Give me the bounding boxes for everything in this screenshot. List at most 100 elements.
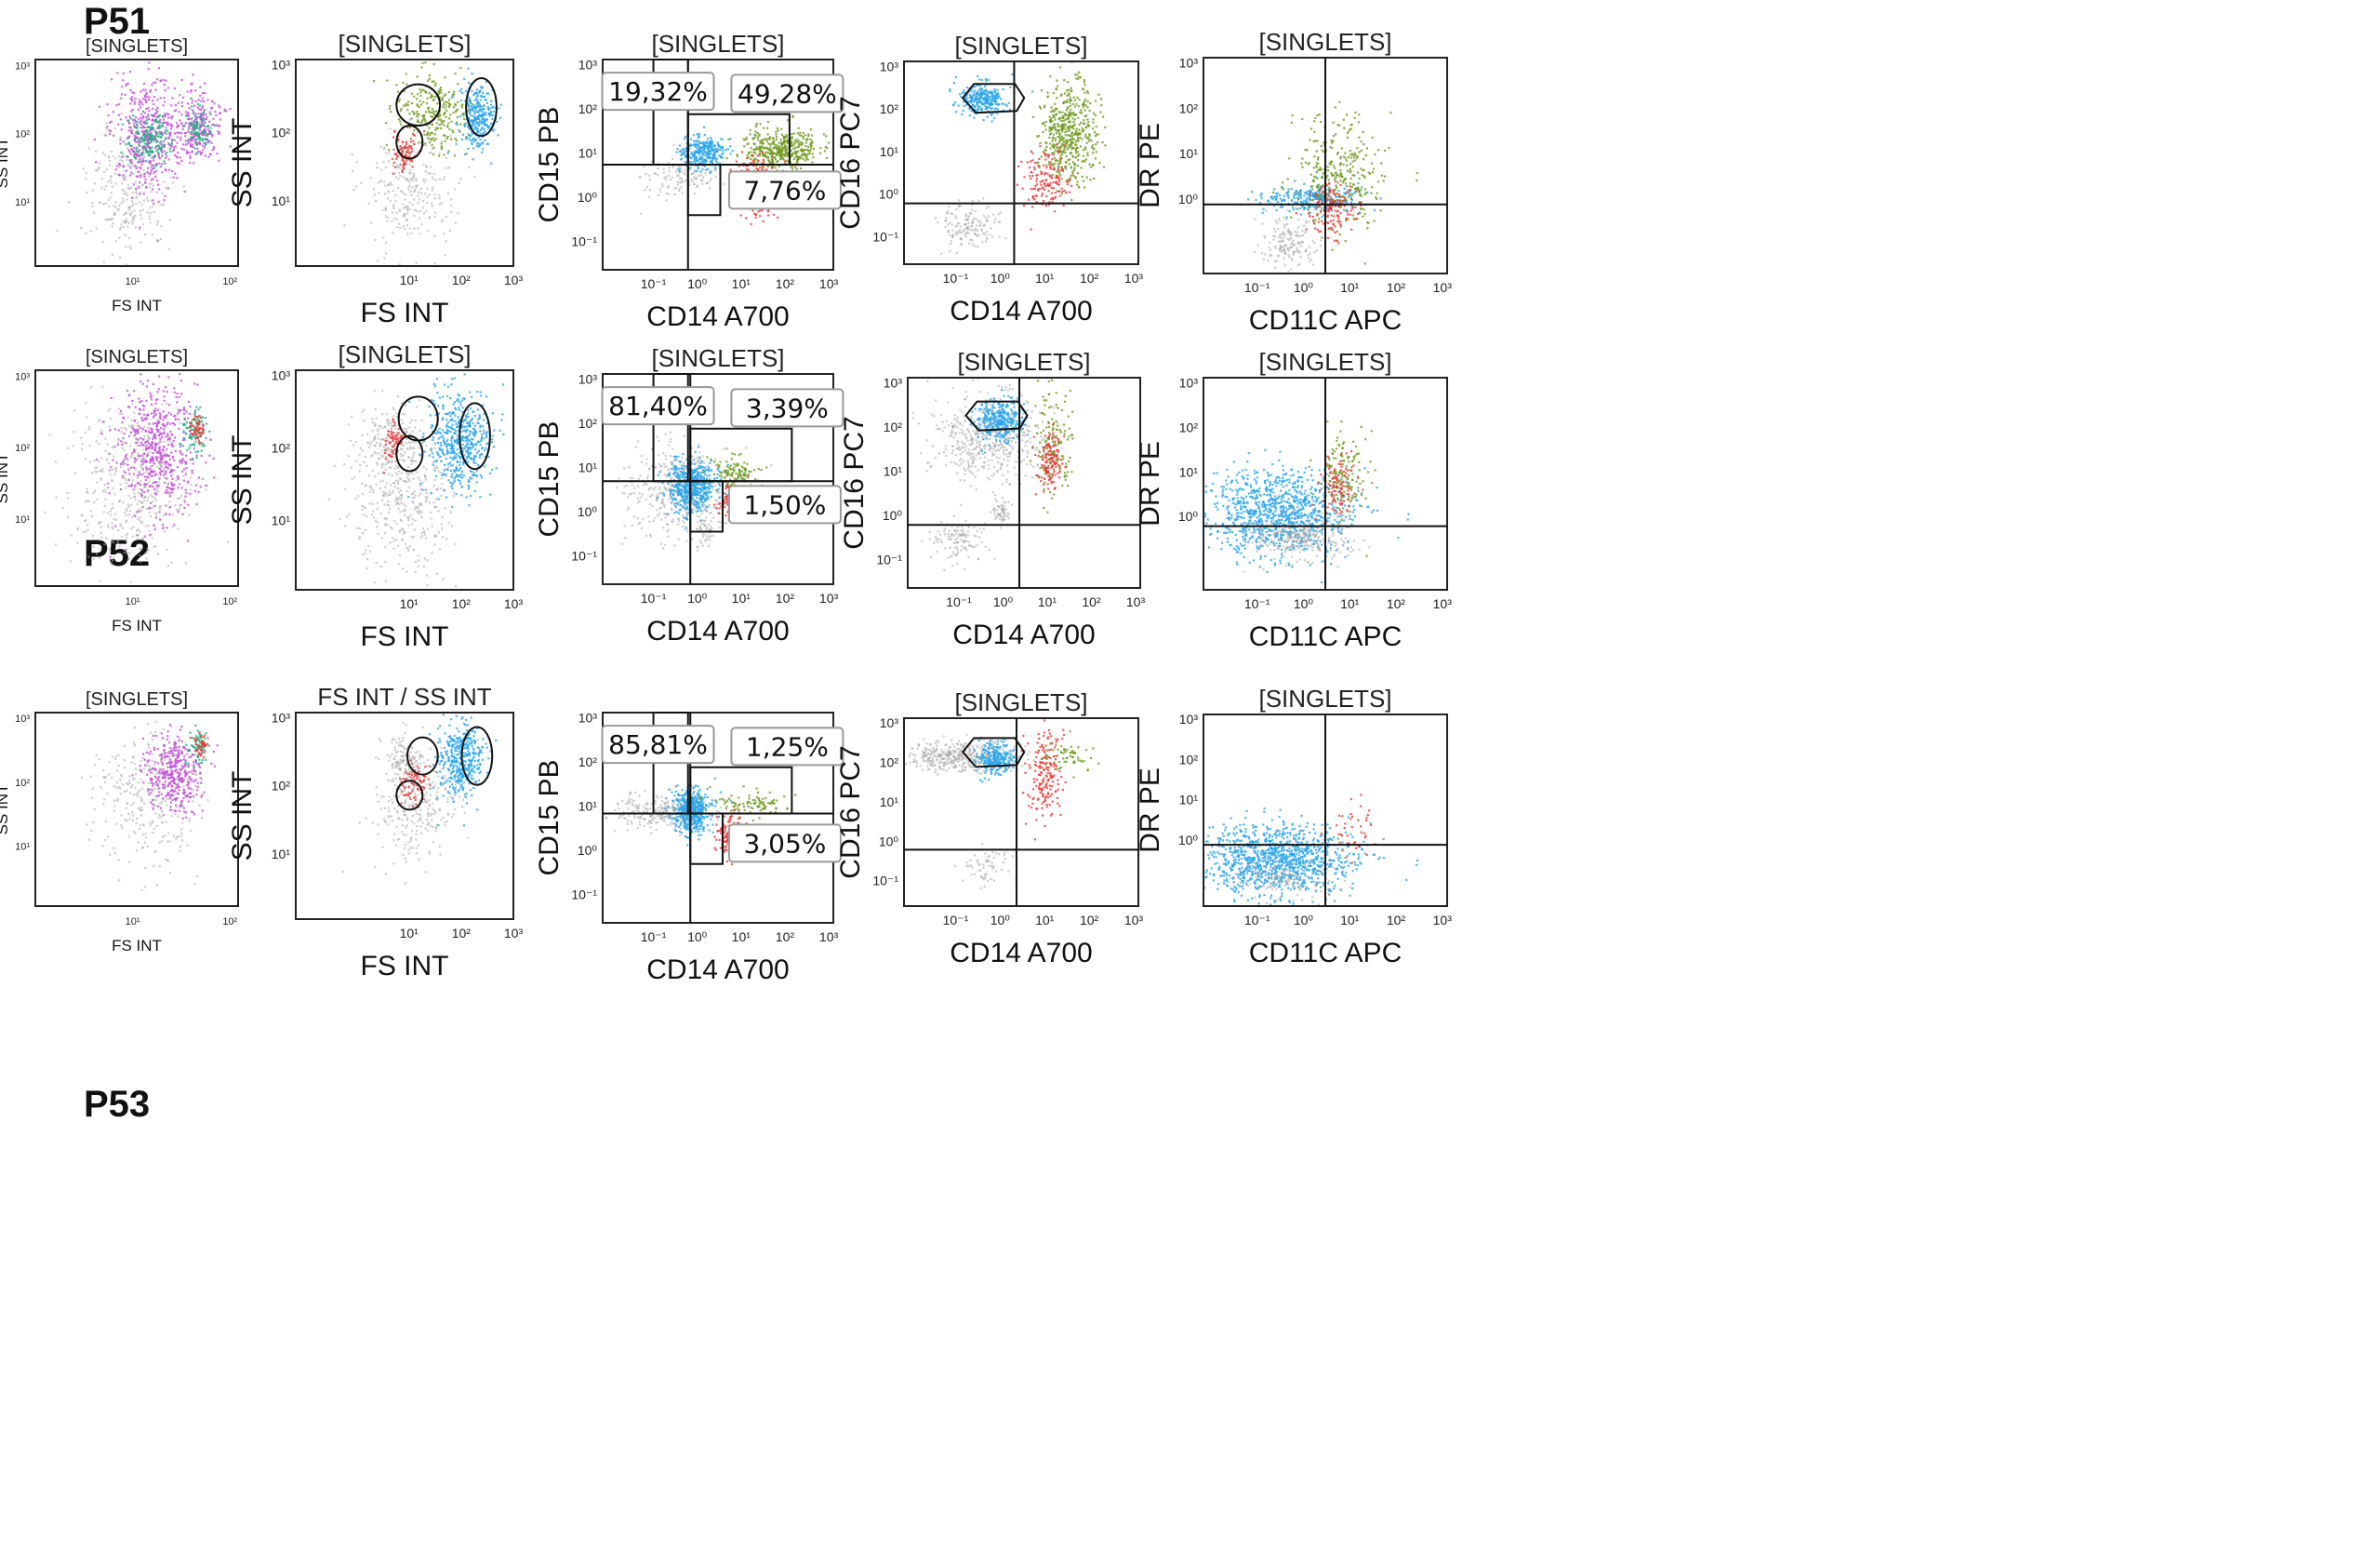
event-dot [118, 236, 121, 239]
event-dot [1304, 161, 1308, 164]
event-dot [689, 156, 692, 159]
event-dot [418, 105, 420, 109]
event-dot [422, 88, 425, 91]
event-dot [413, 112, 416, 114]
event-dot [136, 140, 139, 143]
event-dot [431, 131, 433, 135]
event-dot [961, 113, 964, 116]
event-dot [1081, 138, 1084, 140]
event-dot [132, 183, 135, 186]
event-dot [692, 153, 695, 156]
event-dot [1084, 133, 1087, 136]
event-dot [703, 133, 706, 137]
event-dot [1044, 148, 1046, 151]
event-dot [144, 137, 147, 140]
event-dot [1044, 182, 1046, 185]
event-dot [1305, 192, 1308, 194]
event-dot [1343, 192, 1346, 194]
event-dot [718, 145, 721, 148]
event-dot [191, 145, 194, 148]
event-dot [451, 129, 454, 132]
event-dot [675, 151, 678, 153]
event-dot [1053, 115, 1056, 118]
event-dot [152, 151, 154, 153]
event-dot [1291, 206, 1294, 208]
event-dot [473, 176, 476, 179]
event-dot [1065, 140, 1068, 143]
gate-polygon [465, 76, 498, 138]
event-dot [1302, 201, 1305, 205]
event-dot [1078, 123, 1081, 127]
event-dot [1269, 202, 1271, 205]
event-dot [1074, 149, 1077, 153]
event-dot [1079, 145, 1082, 148]
event-dot [1276, 255, 1279, 258]
event-dot [1049, 75, 1052, 78]
event-dot [1293, 193, 1296, 196]
event-dot [947, 230, 950, 233]
event-dot [384, 208, 387, 211]
event-dot [679, 150, 683, 153]
x-tick-label: 10³ [1124, 271, 1144, 286]
event-dot [751, 162, 754, 165]
event-dot [702, 126, 705, 128]
event-dot [433, 262, 436, 265]
event-dot [394, 199, 397, 202]
event-dot [167, 116, 170, 119]
event-dot [710, 141, 712, 144]
event-dot [958, 231, 961, 233]
event-dot [189, 131, 192, 134]
event-dot [1361, 186, 1363, 189]
event-dot [413, 189, 417, 193]
event-dot [1341, 195, 1345, 198]
event-dot [794, 155, 797, 158]
event-dot [161, 163, 164, 166]
event-dot [1059, 116, 1062, 119]
event-dot [124, 93, 126, 96]
event-dot [1058, 66, 1062, 69]
event-dot [1085, 176, 1088, 179]
event-dot [1380, 174, 1383, 177]
event-dot [963, 89, 965, 92]
event-dot [1052, 143, 1055, 146]
event-dot [945, 212, 948, 215]
event-dot [684, 168, 686, 171]
event-dot [1051, 136, 1054, 139]
event-dot [1289, 247, 1292, 249]
event-dot [1334, 188, 1336, 191]
event-dot [1338, 233, 1341, 236]
event-dot [1044, 154, 1047, 157]
event-dot [100, 186, 103, 189]
event-dot [167, 113, 170, 116]
event-dot [1353, 192, 1356, 194]
event-dot [117, 173, 120, 176]
event-dot [1040, 170, 1043, 173]
event-dot [134, 180, 137, 183]
event-dot [688, 183, 691, 187]
event-dot [367, 202, 370, 205]
x-tick-label: 10² [1080, 271, 1099, 286]
event-dot [1084, 135, 1087, 138]
event-dot [705, 154, 708, 157]
event-dot [1343, 187, 1346, 190]
event-dot [472, 103, 474, 106]
event-dot [667, 185, 670, 188]
event-dot [967, 221, 970, 225]
event-dot [455, 109, 458, 112]
event-dot [405, 177, 408, 180]
event-dot [761, 152, 765, 154]
event-dot [113, 213, 115, 216]
event-dot [193, 112, 195, 115]
event-dot [160, 203, 163, 206]
event-dot [174, 145, 177, 148]
event-dot [413, 142, 416, 145]
event-dot [1312, 193, 1315, 196]
event-dot [491, 113, 494, 117]
event-dot [484, 113, 486, 116]
event-dot [217, 130, 219, 133]
event-dot [99, 105, 101, 108]
event-dot [1363, 212, 1366, 216]
event-dot [1030, 150, 1032, 153]
event-dot [1314, 219, 1317, 221]
event-dot [978, 101, 981, 104]
